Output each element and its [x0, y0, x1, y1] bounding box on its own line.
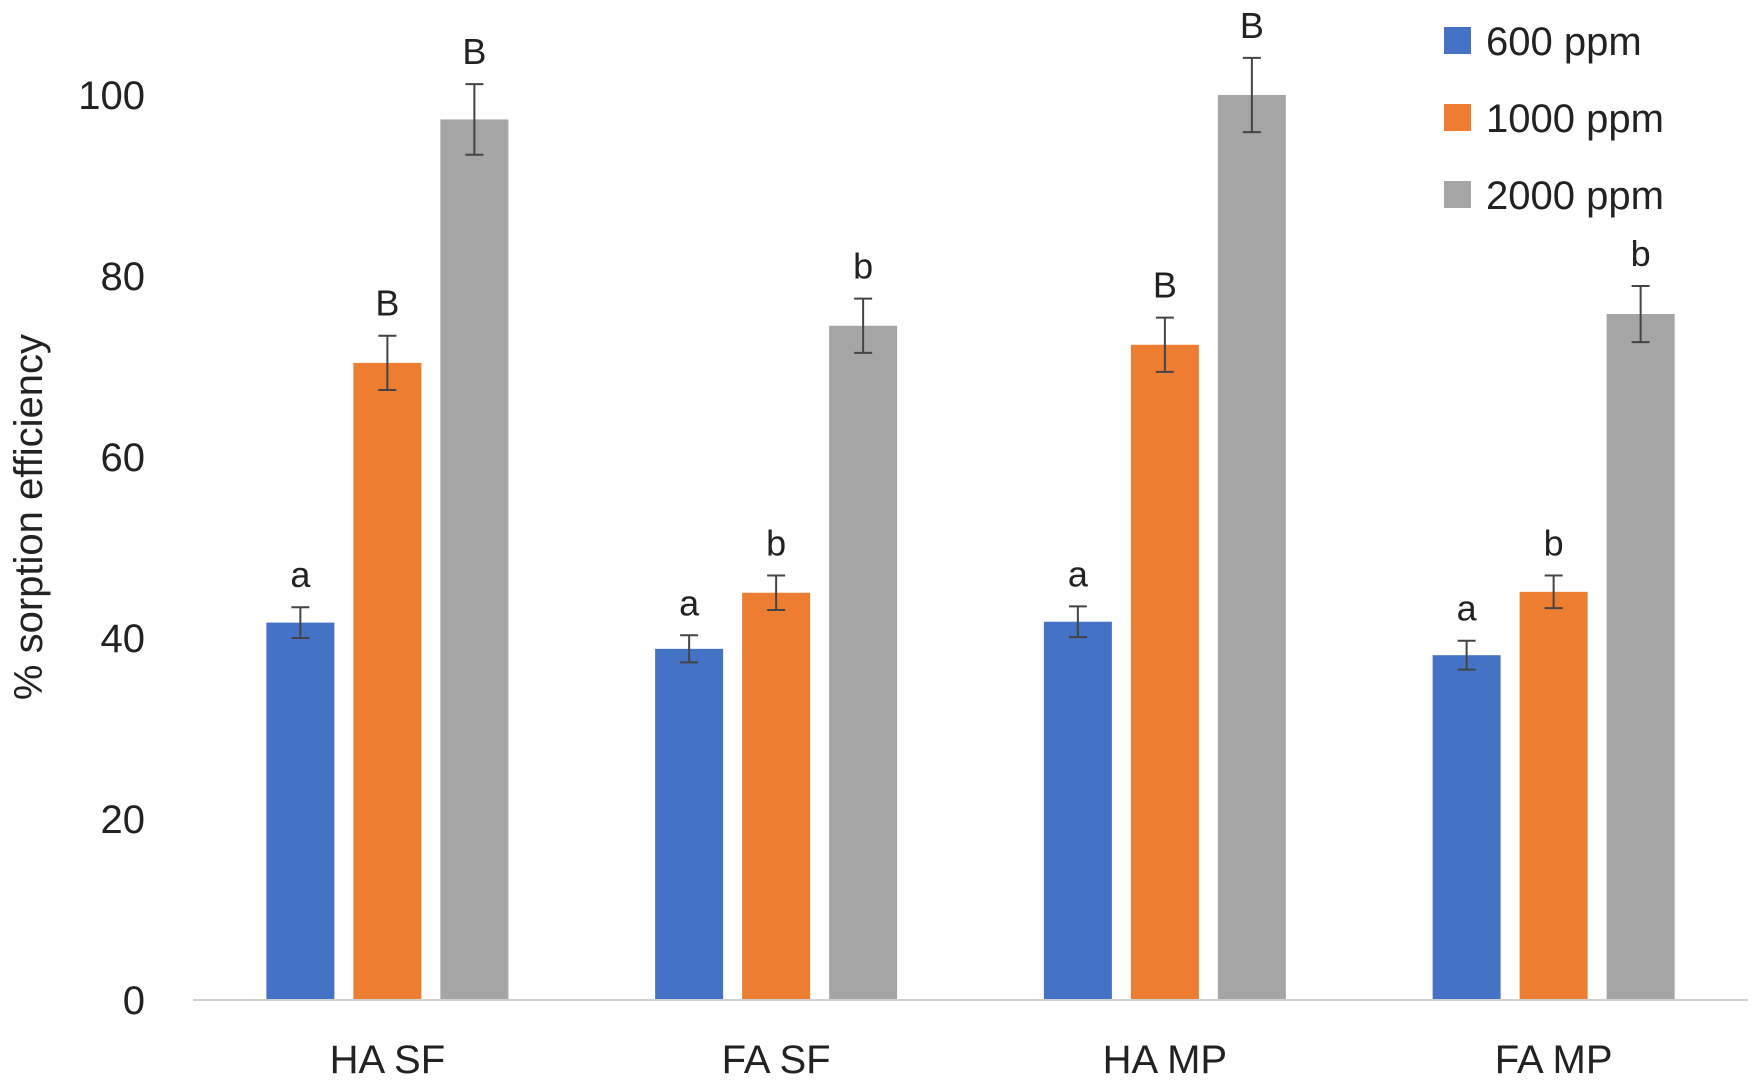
error-bar — [854, 297, 873, 354]
y-tick-label: 40 — [101, 617, 146, 661]
error-bars — [291, 56, 1650, 671]
error-bar — [1242, 56, 1261, 134]
error-bar — [680, 634, 699, 664]
bars — [266, 95, 1675, 1000]
significance-letter: a — [290, 554, 311, 595]
x-tick-label: HA SF — [330, 1038, 446, 1082]
significance-letter: a — [679, 582, 700, 623]
bar-ha-mp-2000-ppm — [1217, 95, 1286, 1000]
significance-letter: B — [375, 283, 399, 324]
error-bar — [1544, 574, 1563, 610]
error-bar — [1155, 316, 1174, 373]
y-tick-label: 80 — [101, 255, 146, 299]
bar-fa-mp-2000-ppm — [1606, 314, 1675, 1000]
error-bar — [378, 334, 397, 392]
bar-ha-sf-2000-ppm — [440, 119, 509, 1000]
y-tick-label: 20 — [101, 798, 146, 842]
bar-ha-mp-600-ppm — [1043, 621, 1112, 1000]
significance-letter: B — [1153, 265, 1177, 306]
error-bar — [767, 574, 786, 611]
y-tick-label: 60 — [101, 436, 146, 480]
y-axis: 0 20 40 60 80 100 — [78, 74, 145, 1023]
error-bar — [291, 606, 310, 639]
error-bar — [1068, 605, 1087, 639]
bar-ha-sf-600-ppm — [266, 622, 335, 1000]
x-axis: HA SF FA SF HA MP FA MP — [330, 1038, 1613, 1082]
bar-ha-mp-1000-ppm — [1130, 344, 1199, 1000]
significance-letter: B — [462, 31, 486, 72]
significance-letter: b — [853, 246, 873, 287]
legend-label: 600 ppm — [1486, 20, 1642, 64]
legend: 600 ppm 1000 ppm 2000 ppm — [1444, 20, 1664, 218]
error-bar — [1457, 639, 1476, 671]
legend-swatch — [1444, 27, 1471, 54]
legend-label: 1000 ppm — [1486, 97, 1664, 141]
significance-letter: b — [1544, 523, 1564, 564]
error-bar — [465, 83, 484, 156]
legend-swatch — [1444, 181, 1471, 208]
y-tick-label: 100 — [78, 74, 145, 118]
significance-letter: b — [1631, 233, 1651, 274]
error-bar — [1631, 284, 1650, 344]
bar-ha-sf-1000-ppm — [353, 362, 422, 1000]
bar-fa-sf-2000-ppm — [829, 325, 898, 1000]
bar-fa-mp-600-ppm — [1432, 655, 1501, 1000]
significance-letters: a B Ba b b a B Ba b b — [290, 5, 1650, 629]
x-tick-label: FA SF — [722, 1038, 831, 1082]
bar-fa-mp-1000-ppm — [1519, 591, 1588, 1000]
x-tick-label: HA MP — [1103, 1038, 1227, 1082]
y-tick-label: 0 — [123, 979, 145, 1023]
legend-swatch — [1444, 104, 1471, 131]
significance-letter: b — [766, 523, 786, 564]
bar-fa-sf-600-ppm — [655, 648, 724, 1000]
significance-letter: a — [1457, 588, 1478, 629]
x-tick-label: FA MP — [1495, 1038, 1613, 1082]
legend-label: 2000 ppm — [1486, 174, 1664, 218]
y-axis-label: % sorption efficiency — [7, 334, 51, 700]
significance-letter: B — [1240, 5, 1264, 46]
significance-letter: a — [1068, 553, 1089, 594]
bar-fa-sf-1000-ppm — [742, 592, 811, 1000]
